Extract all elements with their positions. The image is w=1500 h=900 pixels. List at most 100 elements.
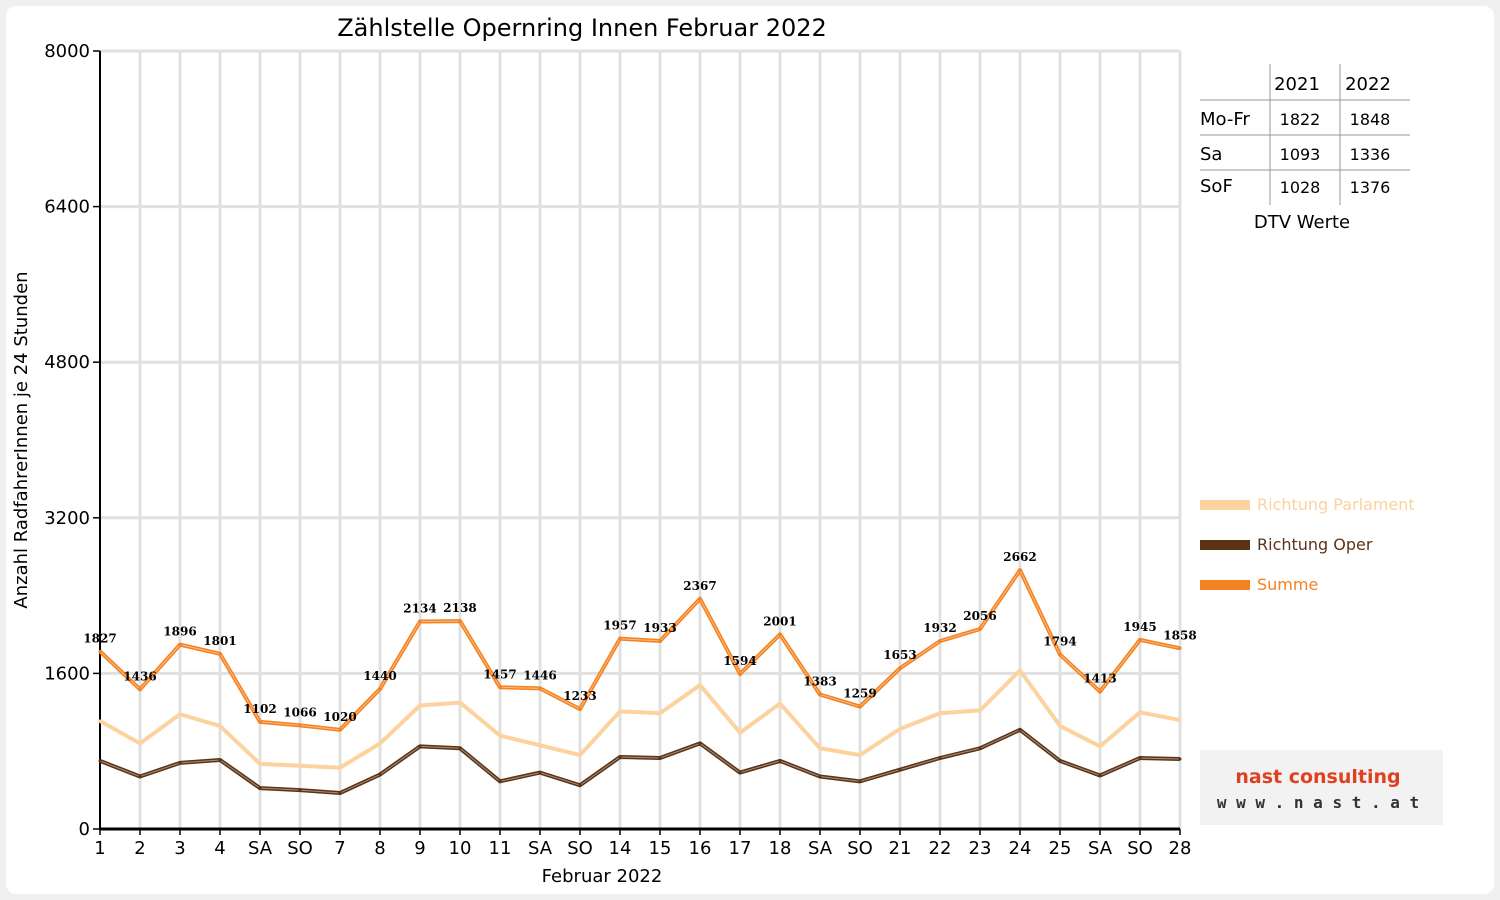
series-point-0: [818, 746, 822, 750]
x-tick-label: 17: [729, 838, 752, 859]
series-point-1: [418, 744, 422, 748]
data-label: 1457: [483, 667, 516, 681]
data-label: 1594: [723, 654, 756, 668]
series-point-2: [938, 639, 942, 643]
series-point-0: [1178, 718, 1182, 722]
data-label: 1896: [163, 625, 196, 639]
chart-title: Zählstelle Opernring Innen Februar 2022: [337, 14, 827, 42]
series-point-0: [338, 766, 342, 770]
x-tick-label: SA: [248, 838, 273, 859]
data-label: 1446: [523, 668, 556, 682]
x-tick-label: 18: [769, 838, 792, 859]
series-point-2: [738, 672, 742, 676]
series-point-1: [618, 755, 622, 759]
series-point-1: [138, 774, 142, 778]
data-label: 2138: [443, 601, 476, 615]
data-label: 1945: [1123, 620, 1156, 634]
dtv-cell: 1028: [1280, 178, 1321, 197]
x-tick-label: SA: [528, 838, 553, 859]
series-highlight-1: [99, 729, 1181, 794]
series-point-0: [698, 683, 702, 687]
series-point-2: [818, 693, 822, 697]
series-point-1: [258, 786, 262, 790]
series-point-0: [498, 734, 502, 738]
series-line-0: [99, 668, 1181, 770]
series-point-0: [538, 743, 542, 747]
legend-swatch: [1200, 580, 1250, 590]
x-tick-label: 23: [969, 838, 992, 859]
series-point-0: [578, 753, 582, 757]
data-label: 1413: [1083, 672, 1116, 686]
series-point-2: [218, 652, 222, 656]
series-point-2: [898, 666, 902, 670]
x-tick-label: 3: [174, 838, 185, 859]
series-point-2: [378, 687, 382, 691]
x-tick-label: 10: [449, 838, 472, 859]
x-tick-label: 14: [609, 838, 632, 859]
series-point-0: [658, 711, 662, 715]
series-point-1: [378, 773, 382, 777]
series-point-1: [978, 746, 982, 750]
series-point-1: [1178, 757, 1182, 761]
legend-label: Richtung Oper: [1257, 535, 1373, 554]
series-point-0: [858, 753, 862, 757]
y-tick-label: 6400: [44, 197, 90, 218]
logo-text: nast consulting: [1235, 766, 1400, 788]
series-point-1: [498, 779, 502, 783]
series-point-2: [458, 619, 462, 623]
data-label: 2662: [1003, 550, 1036, 564]
series-point-1: [738, 771, 742, 775]
x-tick-label: 28: [1169, 838, 1192, 859]
series-line-1: [99, 727, 1181, 796]
data-label: 2134: [403, 601, 436, 615]
series-point-0: [978, 708, 982, 712]
data-label: 1383: [803, 675, 836, 689]
series-point-0: [1138, 710, 1142, 714]
series-point-1: [98, 759, 102, 763]
data-label: 1933: [643, 621, 676, 635]
series-point-0: [458, 701, 462, 705]
x-tick-label: 4: [214, 838, 225, 859]
dtv-cell: 1336: [1350, 145, 1391, 164]
x-tick-label: 16: [689, 838, 712, 859]
series-point-0: [178, 712, 182, 716]
dtv-row-label: Sa: [1200, 144, 1222, 165]
series-point-0: [938, 711, 942, 715]
dtv-header-2022: 2022: [1345, 74, 1391, 95]
data-label: 1436: [123, 669, 156, 683]
series-point-0: [98, 719, 102, 723]
series-point-1: [858, 779, 862, 783]
dtv-cell: 1848: [1350, 110, 1391, 129]
data-label: 1653: [883, 648, 916, 662]
series-point-2: [618, 637, 622, 641]
x-tick-label: SO: [567, 838, 593, 859]
series-point-2: [178, 643, 182, 647]
series-point-1: [538, 771, 542, 775]
series-point-1: [218, 758, 222, 762]
series-point-1: [898, 768, 902, 772]
series-point-1: [578, 783, 582, 787]
y-tick-label: 1600: [44, 663, 90, 684]
series-point-0: [618, 709, 622, 713]
series: [98, 568, 1182, 796]
x-axis-label: Februar 2022: [542, 866, 663, 887]
series-point-0: [1018, 668, 1022, 672]
series-point-2: [578, 707, 582, 711]
series-point-1: [1018, 728, 1022, 732]
series-point-0: [258, 762, 262, 766]
series-highlight-2: [99, 569, 1181, 731]
series-point-1: [298, 788, 302, 792]
dtv-cell: 1822: [1280, 110, 1321, 129]
data-label: 1957: [603, 619, 636, 633]
data-label: 2056: [963, 609, 996, 623]
y-tick-label: 8000: [44, 41, 90, 62]
series-point-2: [1018, 568, 1022, 572]
series-point-2: [1098, 690, 1102, 694]
x-tick-label: 9: [414, 838, 425, 859]
data-label: 1066: [283, 705, 316, 719]
series-point-1: [818, 774, 822, 778]
series-point-0: [218, 724, 222, 728]
series-point-0: [378, 741, 382, 745]
series-point-1: [338, 791, 342, 795]
